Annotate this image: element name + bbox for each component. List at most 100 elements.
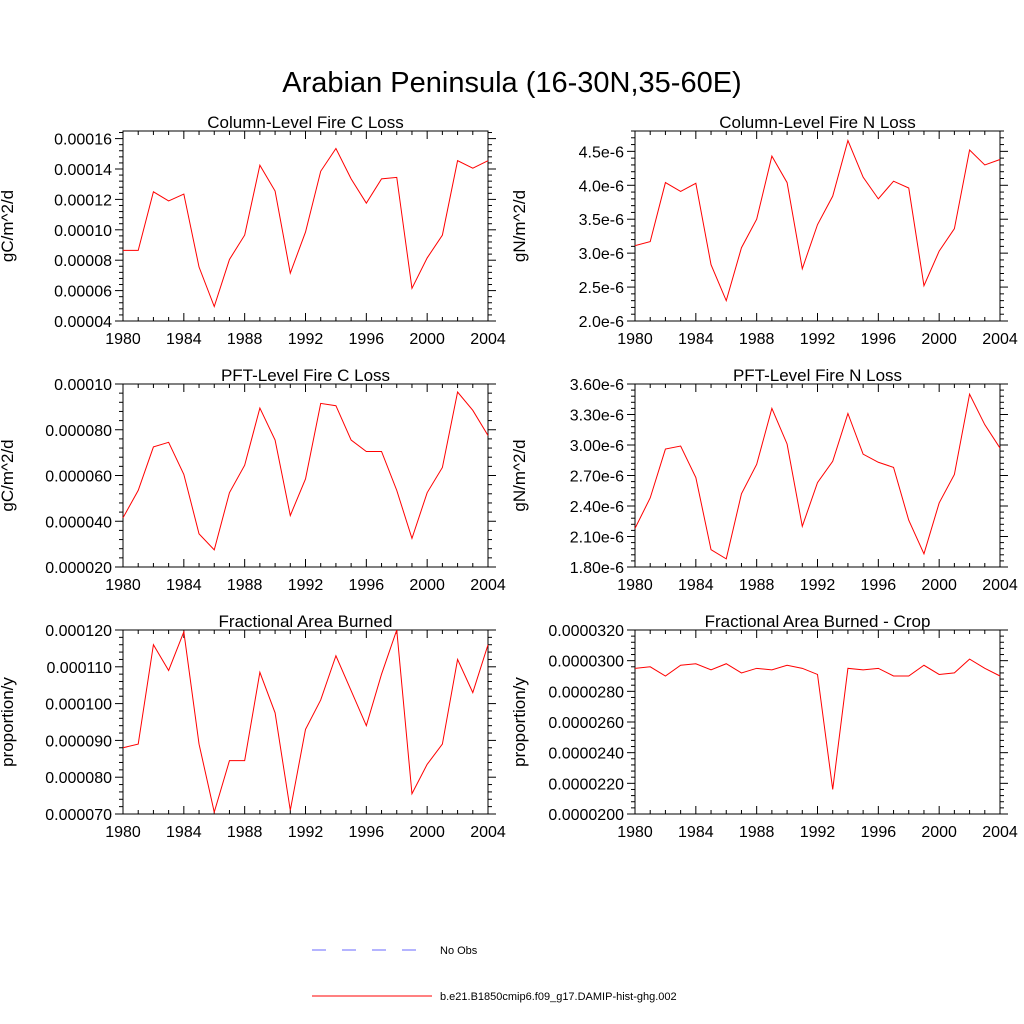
y-tick-label: 0.00016 — [54, 132, 112, 149]
plot-frame — [122, 629, 489, 815]
x-tick-label: 1996 — [861, 824, 897, 841]
panel-pft-fire-c-loss: 1980 1984 1988 1992 1996 2000 2004 0.000020 0.00… — [0, 366, 506, 594]
x-tick-label: 1984 — [678, 577, 714, 594]
y-tick-label: 0.000060 — [45, 469, 112, 486]
x-tick-label: 2000 — [921, 824, 957, 841]
series-line — [634, 392, 1001, 560]
x-tick-label: 1988 — [227, 577, 263, 594]
y-axis-label: gC/m^2/d — [0, 439, 17, 511]
y-axis-label: gC/m^2/d — [0, 190, 17, 262]
figure-title: Arabian Peninsula (16-30N,35-60E) — [282, 67, 741, 99]
y-tick-label: 3.0e-6 — [579, 246, 624, 263]
y-tick-label: 2.0e-6 — [579, 314, 624, 331]
y-tick-label: 0.00014 — [54, 162, 112, 179]
x-tick-label: 1992 — [288, 331, 324, 348]
y-tick-label: 0.0000220 — [548, 776, 624, 793]
x-tick-label: 1992 — [800, 577, 836, 594]
legend-label-no-obs: No Obs — [440, 945, 478, 957]
y-tick-label: 0.000090 — [45, 733, 112, 750]
y-tick-label: 0.00006 — [54, 284, 112, 301]
y-tick-label: 0.00010 — [54, 377, 112, 394]
x-tick-label: 2000 — [409, 824, 445, 841]
x-tick-label: 1984 — [166, 577, 202, 594]
y-tick-label: 2.5e-6 — [579, 280, 624, 297]
y-tick-label: 0.000020 — [45, 560, 112, 577]
y-tick-label: 4.5e-6 — [579, 144, 624, 161]
y-axis-label: gN/m^2/d — [510, 190, 529, 262]
y-tick-label: 0.000120 — [45, 623, 112, 640]
y-tick-label: 2.70e-6 — [570, 469, 624, 486]
panel-column-fire-n-loss: 1980 1984 1988 1992 1996 2000 2004 2.0e-6 2.5e-6… — [510, 113, 1018, 348]
x-tick-label: 2004 — [982, 331, 1018, 348]
panel-column-fire-c-loss: 1980 1984 1988 1992 1996 2000 2004 0.00004 0.000… — [0, 113, 506, 348]
panel-title: PFT-Level Fire C Loss — [221, 366, 390, 385]
x-tick-label: 1988 — [739, 331, 775, 348]
series-line — [634, 658, 1001, 790]
x-tick-label: 1996 — [349, 331, 385, 348]
x-tick-label: 1980 — [105, 331, 141, 348]
x-tick-label: 1980 — [617, 577, 653, 594]
x-tick-label: 1988 — [227, 824, 263, 841]
x-tick-label: 2000 — [409, 331, 445, 348]
plot-frame — [122, 383, 489, 568]
x-tick-label: 1984 — [166, 331, 202, 348]
y-axis-label: gN/m^2/d — [510, 439, 529, 511]
series-line — [122, 390, 489, 551]
x-tick-label: 2000 — [921, 577, 957, 594]
y-tick-label: 0.000110 — [46, 660, 112, 677]
y-tick-label: 0.00012 — [54, 192, 112, 209]
x-tick-label: 2004 — [982, 824, 1018, 841]
x-tick-label: 1992 — [288, 824, 324, 841]
legend: No Obs b.e21.B1850cmip6.f09_g17.DAMIP-hi… — [312, 945, 677, 1003]
panel-title: Fractional Area Burned — [219, 612, 393, 631]
y-tick-label: 0.000080 — [45, 423, 112, 440]
y-tick-label: 3.30e-6 — [570, 408, 624, 425]
y-tick-label: 0.00010 — [54, 223, 112, 240]
x-tick-label: 1988 — [227, 331, 263, 348]
x-tick-label: 1984 — [678, 824, 714, 841]
x-tick-label: 1984 — [166, 824, 202, 841]
x-tick-label: 2000 — [921, 331, 957, 348]
y-tick-label: 0.0000240 — [548, 746, 624, 763]
y-tick-label: 2.10e-6 — [570, 530, 624, 547]
x-tick-label: 2000 — [409, 577, 445, 594]
y-tick-label: 0.0000280 — [548, 684, 624, 701]
x-tick-label: 1980 — [105, 577, 141, 594]
x-tick-label: 1996 — [861, 331, 897, 348]
x-tick-label: 1980 — [617, 824, 653, 841]
x-tick-label: 1988 — [739, 577, 775, 594]
x-tick-label: 2004 — [470, 331, 506, 348]
panel-title: PFT-Level Fire N Loss — [733, 366, 902, 385]
y-tick-label: 2.40e-6 — [570, 499, 624, 516]
x-tick-label: 1988 — [739, 824, 775, 841]
panel-pft-fire-n-loss: 1980 1984 1988 1992 1996 2000 2004 1.80e-6 2.10e… — [510, 366, 1018, 594]
y-tick-label: 4.0e-6 — [579, 178, 624, 195]
plot-frame — [634, 383, 1001, 568]
y-tick-label: 0.000100 — [45, 697, 112, 714]
y-tick-label: 3.60e-6 — [570, 377, 624, 394]
x-tick-label: 1992 — [800, 824, 836, 841]
y-tick-label: 0.0000300 — [548, 654, 624, 671]
y-tick-label: 3.5e-6 — [579, 212, 624, 229]
x-tick-label: 1996 — [861, 577, 897, 594]
x-tick-label: 1996 — [349, 824, 385, 841]
series-line — [122, 629, 489, 815]
series-line — [634, 138, 1001, 303]
y-tick-label: 0.00004 — [54, 314, 112, 331]
plot-frame — [634, 629, 1001, 815]
panel-title: Fractional Area Burned - Crop — [705, 612, 931, 631]
y-axis-label: proportion/y — [510, 677, 529, 767]
y-tick-label: 0.000080 — [45, 770, 112, 787]
legend-label-model: b.e21.B1850cmip6.f09_g17.DAMIP-hist-ghg.… — [440, 991, 677, 1003]
x-tick-label: 1992 — [288, 577, 324, 594]
y-tick-label: 0.00008 — [54, 253, 112, 270]
y-tick-label: 3.00e-6 — [570, 438, 624, 455]
x-tick-label: 1984 — [678, 331, 714, 348]
y-tick-label: 0.0000200 — [548, 807, 624, 824]
plot-frame — [122, 130, 489, 322]
x-tick-label: 1980 — [105, 824, 141, 841]
panel-fractional-area-burned: 1980 1984 1988 1992 1996 2000 2004 0.000070 0.00… — [0, 612, 506, 841]
y-tick-label: 1.80e-6 — [570, 560, 624, 577]
y-axis-label: proportion/y — [0, 677, 17, 767]
